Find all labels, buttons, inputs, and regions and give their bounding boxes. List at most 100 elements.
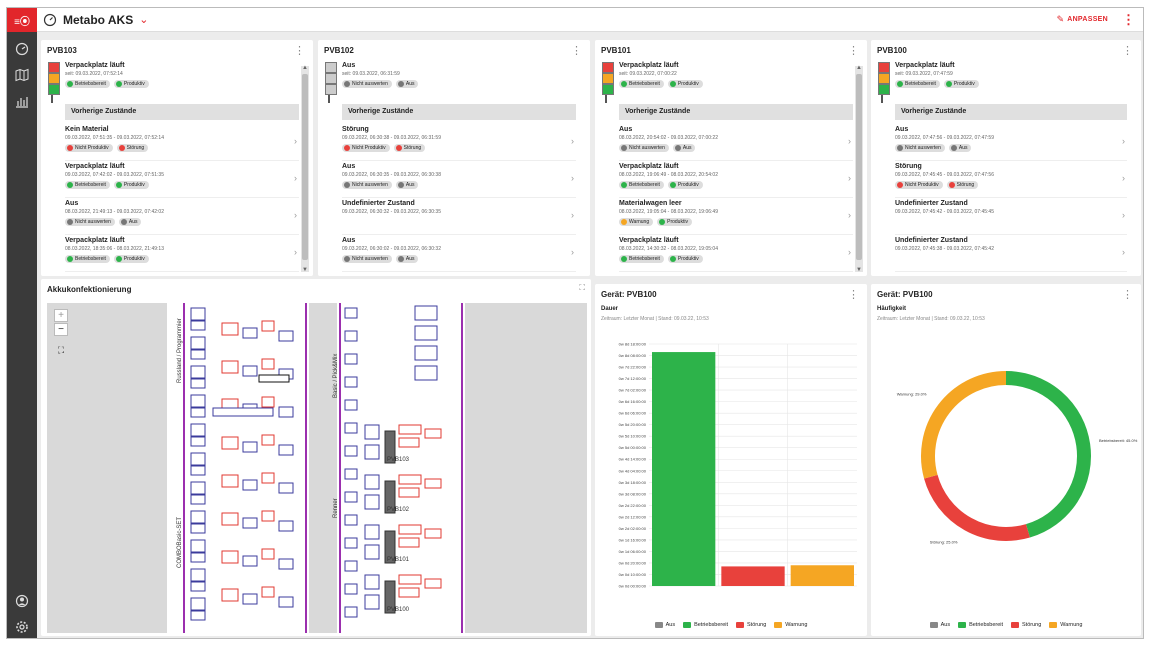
history-item[interactable]: Störung 09.03.2022, 07:45:45 - 09.03.2022… [895, 161, 1127, 198]
scrollbar-thumb[interactable] [302, 74, 308, 260]
bar-betriebsbereit[interactable] [652, 352, 716, 586]
status-dot [897, 145, 903, 151]
fit-view-icon[interactable]: ⛶ [57, 345, 65, 355]
chevron-right-icon[interactable]: › [294, 247, 297, 257]
map-station-label: PVB102 [387, 507, 410, 513]
history-item[interactable]: Verpackplatz läuft 09.03.2022, 07:42:02 -… [65, 161, 299, 198]
legend-item[interactable]: Störung [1011, 622, 1041, 628]
legend-item[interactable]: Betriebsbereit [958, 622, 1003, 628]
floor-element [261, 320, 275, 332]
floor-element [190, 349, 206, 360]
status-tag: Produktiv [943, 80, 979, 88]
history-item[interactable]: Verpackplatz läuft 08.03.2022, 18:35:06 -… [65, 235, 299, 272]
chevron-right-icon[interactable]: › [294, 210, 297, 220]
legend-item[interactable]: Warnung [774, 622, 807, 628]
history-state-name: Kein Material [65, 126, 109, 133]
legend-item[interactable]: Aus [654, 622, 675, 628]
chevron-right-icon[interactable]: › [848, 210, 851, 220]
floor-element [364, 444, 380, 460]
legend-item[interactable]: Aus [929, 622, 950, 628]
floor-element [414, 305, 438, 321]
chevron-right-icon[interactable]: › [294, 136, 297, 146]
floor-plan[interactable]: Russland / Programmier COMBOBasic-SET Basi… [47, 303, 587, 633]
floor-element [190, 423, 206, 437]
wall [339, 303, 341, 633]
chevron-right-icon[interactable]: › [294, 173, 297, 183]
chevron-right-icon[interactable]: › [848, 247, 851, 257]
history-time-range: 09.03.2022, 07:51:35 - 09.03.2022, 07:52… [65, 135, 164, 141]
floor-element [398, 587, 420, 598]
panel-menu-icon[interactable]: ⋮ [294, 45, 305, 57]
chevron-right-icon[interactable]: › [571, 136, 574, 146]
status-dot [67, 182, 73, 188]
history-item[interactable]: Undefinierter Zustand 09.03.2022, 07:45:3… [895, 235, 1127, 272]
status-tag: Nicht Produktiv [342, 144, 390, 152]
history-item[interactable]: Aus 09.03.2022, 06:30:35 - 09.03.2022, 06… [342, 161, 576, 198]
scroll-up-icon[interactable]: ▲ [856, 65, 862, 71]
history-item[interactable]: Verpackplatz läuft 08.03.2022, 14:30:32 -… [619, 235, 853, 272]
history-state-name: Verpackplatz läuft [619, 163, 679, 170]
floor-element [190, 510, 206, 524]
status-tag-label: Aus [405, 182, 415, 188]
chevron-right-icon[interactable]: › [1122, 173, 1125, 183]
panel-menu-icon[interactable]: ⋮ [1122, 45, 1133, 57]
floor-element [398, 524, 422, 535]
more-menu-icon[interactable]: ⋮ [1122, 11, 1135, 27]
zoom-out-button[interactable]: − [54, 323, 68, 336]
bar-störung[interactable] [721, 566, 785, 586]
chevron-right-icon[interactable]: › [1122, 136, 1125, 146]
panel-menu-icon[interactable]: ⋮ [848, 45, 859, 57]
history-item[interactable]: Undefinierter Zustand 09.03.2022, 06:30:3… [342, 198, 576, 235]
history-item[interactable]: Kein Material 09.03.2022, 07:51:35 - 09.0… [65, 124, 299, 161]
panel-menu-icon[interactable]: ⋮ [1122, 289, 1133, 301]
scrollbar[interactable]: ▲ ▼ [301, 65, 309, 273]
scroll-up-icon[interactable]: ▲ [302, 65, 308, 71]
floor-element [221, 436, 239, 450]
history-item[interactable]: Aus 09.03.2022, 06:30:02 - 09.03.2022, 06… [342, 235, 576, 272]
history-item[interactable]: Undefinierter Zustand 09.03.2022, 07:45:4… [895, 198, 1127, 235]
scroll-down-icon[interactable]: ▼ [302, 267, 308, 273]
status-tag: Aus [395, 80, 419, 88]
scrollbar[interactable]: ▲ ▼ [855, 65, 863, 273]
history-item[interactable]: Aus 08.03.2022, 20:54:02 - 09.03.2022, 07… [619, 124, 853, 161]
bar-warnung[interactable] [790, 565, 854, 586]
scrollbar-thumb[interactable] [856, 74, 862, 260]
chevron-down-icon[interactable]: ⌄ [139, 14, 149, 26]
status-tag-label: Betriebsbereit [75, 182, 106, 188]
user-icon[interactable] [7, 588, 37, 614]
edit-icon[interactable]: ✎ [1056, 14, 1065, 24]
chevron-right-icon[interactable]: › [848, 173, 851, 183]
history-item[interactable]: Verpackplatz läuft 08.03.2022, 19:06:49 -… [619, 161, 853, 198]
history-item[interactable]: Aus 09.03.2022, 07:47:56 - 09.03.2022, 07… [895, 124, 1127, 161]
bar-chart-icon[interactable] [7, 88, 37, 114]
legend-item[interactable]: Betriebsbereit [683, 622, 728, 628]
map-icon[interactable] [7, 62, 37, 88]
chevron-right-icon[interactable]: › [1122, 210, 1125, 220]
history-item[interactable]: Aus 08.03.2022, 21:49:13 - 09.03.2022, 07… [65, 198, 299, 235]
panel-menu-icon[interactable]: ⋮ [571, 45, 582, 57]
zoom-in-button[interactable]: + [54, 309, 68, 322]
floor-element [344, 307, 358, 319]
chevron-right-icon[interactable]: › [848, 136, 851, 146]
customize-button[interactable]: ANPASSEN [1067, 16, 1108, 23]
metabo-logo[interactable]: ≡⦿ [7, 8, 37, 32]
floor-element [190, 378, 206, 389]
panel-menu-icon[interactable]: ⋮ [848, 289, 859, 301]
chevron-right-icon[interactable]: › [571, 210, 574, 220]
chevron-right-icon[interactable]: › [571, 173, 574, 183]
legend-swatch [929, 622, 938, 628]
history-item[interactable]: Störung 09.03.2022, 06:30:38 - 09.03.2022… [342, 124, 576, 161]
slice-störung[interactable] [924, 474, 1030, 541]
chevron-right-icon[interactable]: › [571, 247, 574, 257]
dashboard-icon[interactable] [7, 36, 37, 62]
legend-item[interactable]: Störung [736, 622, 766, 628]
slice-betriebsbereit[interactable] [1005, 371, 1091, 538]
history-item[interactable]: Materialwagen leer 08.03.2022, 19:05:04 -… [619, 198, 853, 235]
legend-item[interactable]: Warnung [1049, 622, 1082, 628]
slice-warnung[interactable] [921, 371, 1007, 479]
settings-icon[interactable] [7, 614, 37, 638]
fullscreen-icon[interactable]: ⛶ [579, 283, 585, 292]
chevron-right-icon[interactable]: › [1122, 247, 1125, 257]
scroll-down-icon[interactable]: ▼ [856, 267, 862, 273]
status-tags: Betriebsbereit Produktiv [65, 80, 149, 88]
